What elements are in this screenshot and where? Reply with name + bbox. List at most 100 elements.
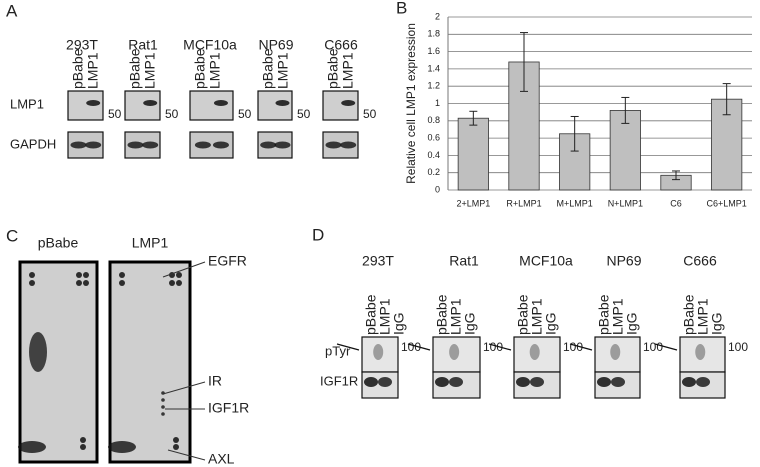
band	[611, 377, 625, 387]
band	[29, 280, 35, 286]
blot	[124, 90, 161, 121]
band	[435, 377, 449, 387]
band	[119, 280, 125, 286]
band	[449, 377, 463, 387]
lane-label: IgG	[543, 312, 559, 335]
lane-label: pBabe	[260, 48, 276, 89]
pointer	[162, 261, 206, 278]
lane-label: LMP1	[207, 52, 223, 89]
cell-line: NP69	[258, 37, 293, 53]
x-tick-label: R+LMP1	[506, 198, 541, 208]
band	[213, 100, 228, 106]
y-tick-label: 1.4	[427, 63, 440, 73]
size-marker: 50	[165, 107, 179, 121]
band	[161, 398, 165, 402]
band	[682, 377, 696, 387]
band	[169, 280, 175, 286]
band	[76, 272, 82, 278]
band	[695, 344, 706, 360]
condition-label: pBabe	[38, 235, 79, 251]
receptor-label: AXL	[208, 451, 235, 467]
band	[119, 272, 125, 278]
lane-label: IgG	[462, 312, 478, 335]
cell-line: Rat1	[449, 253, 479, 269]
band	[161, 405, 165, 409]
row-label: pTyr	[325, 343, 351, 358]
cell-line: MCF10a	[519, 253, 573, 269]
size-marker: 50	[297, 107, 311, 121]
lane-label: IgG	[391, 312, 407, 335]
bar	[457, 117, 489, 191]
lane-label: IgG	[624, 312, 640, 335]
band	[696, 377, 710, 387]
band	[212, 141, 229, 149]
lane-label: LMP1	[340, 52, 356, 89]
arrow	[336, 343, 360, 351]
band	[29, 332, 47, 372]
lane-label: pBabe	[192, 48, 208, 89]
lane-label: LMP1	[695, 298, 711, 335]
lane-label: pBabe	[515, 294, 531, 335]
row-label: LMP1	[10, 96, 44, 111]
band	[83, 272, 89, 278]
cell-line: C666	[683, 253, 717, 269]
lane-label: pBabe	[325, 48, 341, 89]
cell-line: NP69	[606, 253, 641, 269]
band	[364, 377, 378, 387]
x-tick-label: M+LMP1	[557, 198, 593, 208]
y-axis-label: Relative cell LMP1 expression	[404, 23, 418, 184]
band	[373, 344, 384, 360]
band	[516, 377, 530, 387]
band	[275, 100, 290, 106]
band	[449, 344, 460, 360]
size-marker: 100	[728, 340, 748, 354]
cell-line: Rat1	[128, 37, 158, 53]
band	[274, 141, 291, 149]
lane-label: pBabe	[681, 294, 697, 335]
blot	[679, 336, 726, 373]
lane-label: LMP1	[275, 52, 291, 89]
lane-label: LMP1	[142, 52, 158, 89]
blot	[189, 90, 234, 121]
y-tick-label: 2	[435, 11, 440, 21]
size-marker: 100	[483, 340, 503, 354]
band	[18, 441, 46, 453]
lane-label: pBabe	[127, 48, 143, 89]
y-tick-label: 1.2	[427, 81, 440, 91]
band	[176, 280, 182, 286]
panel-label: D	[312, 225, 324, 244]
band	[29, 272, 35, 278]
cell-line: C666	[324, 37, 358, 53]
band	[194, 141, 211, 149]
band	[340, 141, 357, 149]
blot	[67, 90, 104, 121]
array	[108, 260, 192, 464]
band	[127, 141, 144, 149]
pointer	[162, 381, 206, 395]
y-tick-label: 0.6	[427, 132, 440, 142]
x-tick-label: C6+LMP1	[707, 198, 747, 208]
y-tick-label: 0.8	[427, 115, 440, 125]
band	[86, 100, 101, 106]
band	[80, 437, 86, 443]
pointer	[167, 449, 206, 461]
arrow	[654, 343, 678, 351]
panel-label: C	[6, 226, 18, 245]
band	[325, 141, 342, 149]
size-marker: 50	[363, 107, 377, 121]
band	[173, 437, 179, 443]
size-marker: 50	[238, 107, 252, 121]
blot	[513, 336, 561, 373]
lane-label: LMP1	[377, 298, 393, 335]
lane-label: pBabe	[70, 48, 86, 89]
band	[530, 377, 544, 387]
band	[70, 141, 87, 149]
lane-label: IgG	[709, 312, 725, 335]
receptor-label: IGF1R	[208, 400, 249, 416]
band	[76, 280, 82, 286]
condition-label: LMP1	[132, 235, 169, 251]
lane-label: LMP1	[85, 52, 101, 89]
y-tick-label: 0.2	[427, 167, 440, 177]
band	[161, 391, 165, 395]
